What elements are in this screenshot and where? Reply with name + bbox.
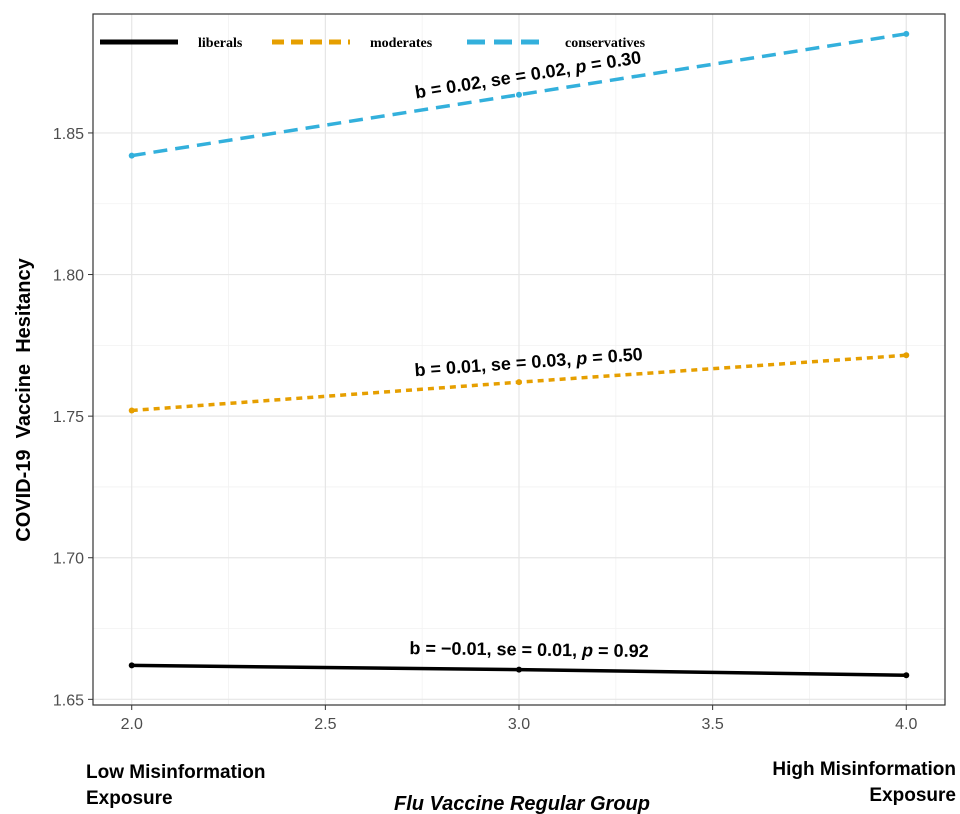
x-tick-label: 2.5 [314, 716, 336, 733]
series-point-liberals [903, 672, 910, 679]
legend-label-conservatives: conservatives [565, 36, 646, 51]
x-end-label-right-line2: Exposure [869, 785, 956, 806]
y-axis-ticks: 1.65 1.70 1.75 1.80 1.85 [53, 126, 93, 709]
annotation-p-value: = 0.30 [585, 47, 643, 75]
legend: liberals moderates conservatives [100, 36, 646, 51]
y-tick-label: 1.85 [53, 126, 84, 143]
x-end-label-left-line1: Low Misinformation [86, 762, 265, 783]
annotation-p-value: = 0.50 [587, 344, 644, 368]
annotation-text-part: b = 0.01, se = 0.03, [414, 349, 577, 380]
series-layer [128, 30, 910, 679]
y-tick-label: 1.70 [53, 551, 84, 568]
x-tick-label: 3.5 [702, 716, 724, 733]
annotation-p-symbol: p [575, 348, 588, 369]
series-point-liberals [128, 662, 135, 669]
x-end-label-right-line1: High Misinformation [772, 759, 956, 780]
annotation-layer: b = 0.02, se = 0.02, p = 0.30 b = 0.01, s… [409, 47, 648, 661]
series-point-moderates [516, 379, 522, 386]
annotation-text-part: b = −0.01, se = 0.01, [409, 638, 582, 660]
series-point-moderates [128, 407, 135, 414]
series-point-conservatives [516, 91, 522, 98]
series-point-conservatives [128, 152, 135, 159]
legend-label-moderates: moderates [370, 36, 433, 51]
x-end-label-left-line2: Exposure [86, 788, 173, 809]
y-tick-label: 1.65 [53, 692, 84, 709]
annotation-p-symbol: p [581, 640, 593, 660]
x-tick-label: 2.0 [121, 716, 143, 733]
series-point-conservatives [903, 30, 910, 37]
annotation-text-part: b = 0.02, se = 0.02, [414, 57, 577, 102]
x-axis-label: Flu Vaccine Regular Group [394, 793, 650, 814]
grid [93, 14, 945, 705]
legend-label-liberals: liberals [198, 36, 243, 51]
y-tick-label: 1.75 [53, 409, 84, 426]
annotation-liberals: b = −0.01, se = 0.01, p = 0.92 [409, 638, 648, 661]
x-tick-label: 4.0 [895, 716, 917, 733]
annotation-p-value: = 0.92 [593, 640, 649, 661]
y-tick-label: 1.80 [53, 268, 84, 285]
series-point-moderates [903, 352, 910, 359]
annotation-p-symbol: p [573, 56, 588, 78]
series-point-liberals [516, 666, 522, 673]
x-axis-ticks: 2.0 2.5 3.0 3.5 4.0 [121, 705, 917, 733]
x-tick-label: 3.0 [508, 716, 530, 733]
y-axis-label: COVID-19 Vaccine Hesitancy [13, 257, 35, 541]
